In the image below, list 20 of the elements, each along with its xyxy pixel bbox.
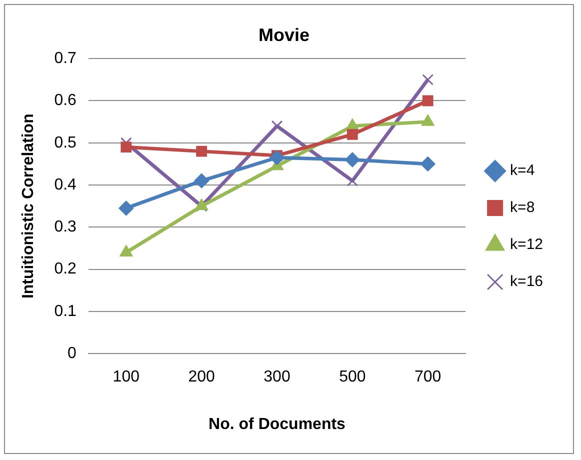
- y-tick-label: 0.5: [54, 134, 77, 152]
- x-axis-title: No. of Documents: [208, 416, 346, 433]
- y-tick-label: 0.6: [54, 92, 77, 110]
- y-axis-title: Intuitionistic Correlation: [20, 114, 38, 299]
- legend-label: k=8: [510, 199, 535, 216]
- y-tick-label: 0.7: [54, 50, 77, 68]
- legend-label: k=4: [510, 162, 535, 180]
- y-tick-label: 0.3: [54, 218, 77, 236]
- x-tick-label: 100: [112, 368, 140, 386]
- x-tick-label: 200: [188, 368, 216, 386]
- legend-label: k=12: [510, 236, 544, 254]
- y-tick-label: 0.2: [54, 260, 77, 278]
- legend-label: k=16: [510, 273, 544, 290]
- x-tick-label: 700: [414, 368, 442, 386]
- x-tick-label: 500: [339, 368, 366, 386]
- chart-title: Movie: [258, 24, 310, 45]
- y-tick-label: 0.1: [54, 302, 77, 320]
- y-tick-label: 0.4: [54, 176, 77, 194]
- x-tick-label: 300: [264, 368, 290, 386]
- y-tick-label: 0: [68, 345, 77, 362]
